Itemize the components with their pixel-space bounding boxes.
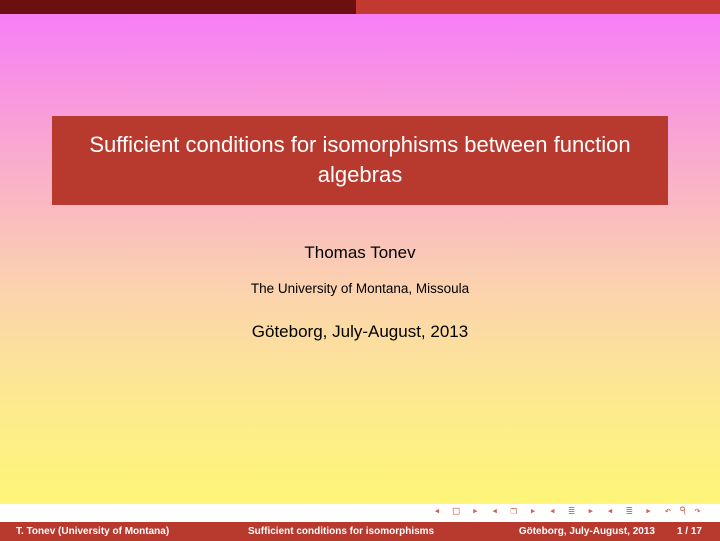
author-affiliation: The University of Montana, Missoula — [251, 281, 469, 296]
nav-frame-icons[interactable]: ◂ □ ▸ ◂ ❐ ▸ ◂ ≣ ▸ ◂ ≣ ▸ — [434, 504, 665, 517]
footline-title: Sufficient conditions for isomorphisms — [240, 526, 519, 537]
footline-venue: Göteborg, July-August, 2013 — [519, 526, 667, 537]
nav-undo-icons[interactable]: ↶ ੧ ↷ — [665, 504, 702, 517]
author-name: Thomas Tonev — [304, 243, 415, 263]
footline: T. Tonev (University of Montana) Suffici… — [0, 522, 720, 541]
slide-body: Sufficient conditions for isomorphisms b… — [0, 14, 720, 504]
top-progress-remaining — [356, 0, 720, 14]
top-progress-done — [0, 0, 356, 14]
venue-date: Göteborg, July-August, 2013 — [252, 322, 468, 342]
slide-title: Sufficient conditions for isomorphisms b… — [52, 116, 668, 205]
top-progress-bar — [0, 0, 720, 14]
beamer-nav-symbols[interactable]: ◂ □ ▸ ◂ ❐ ▸ ◂ ≣ ▸ ◂ ≣ ▸ ↶ ੧ ↷ — [434, 504, 702, 518]
footline-page: 1 / 17 — [667, 526, 720, 537]
footline-author: T. Tonev (University of Montana) — [0, 526, 240, 537]
